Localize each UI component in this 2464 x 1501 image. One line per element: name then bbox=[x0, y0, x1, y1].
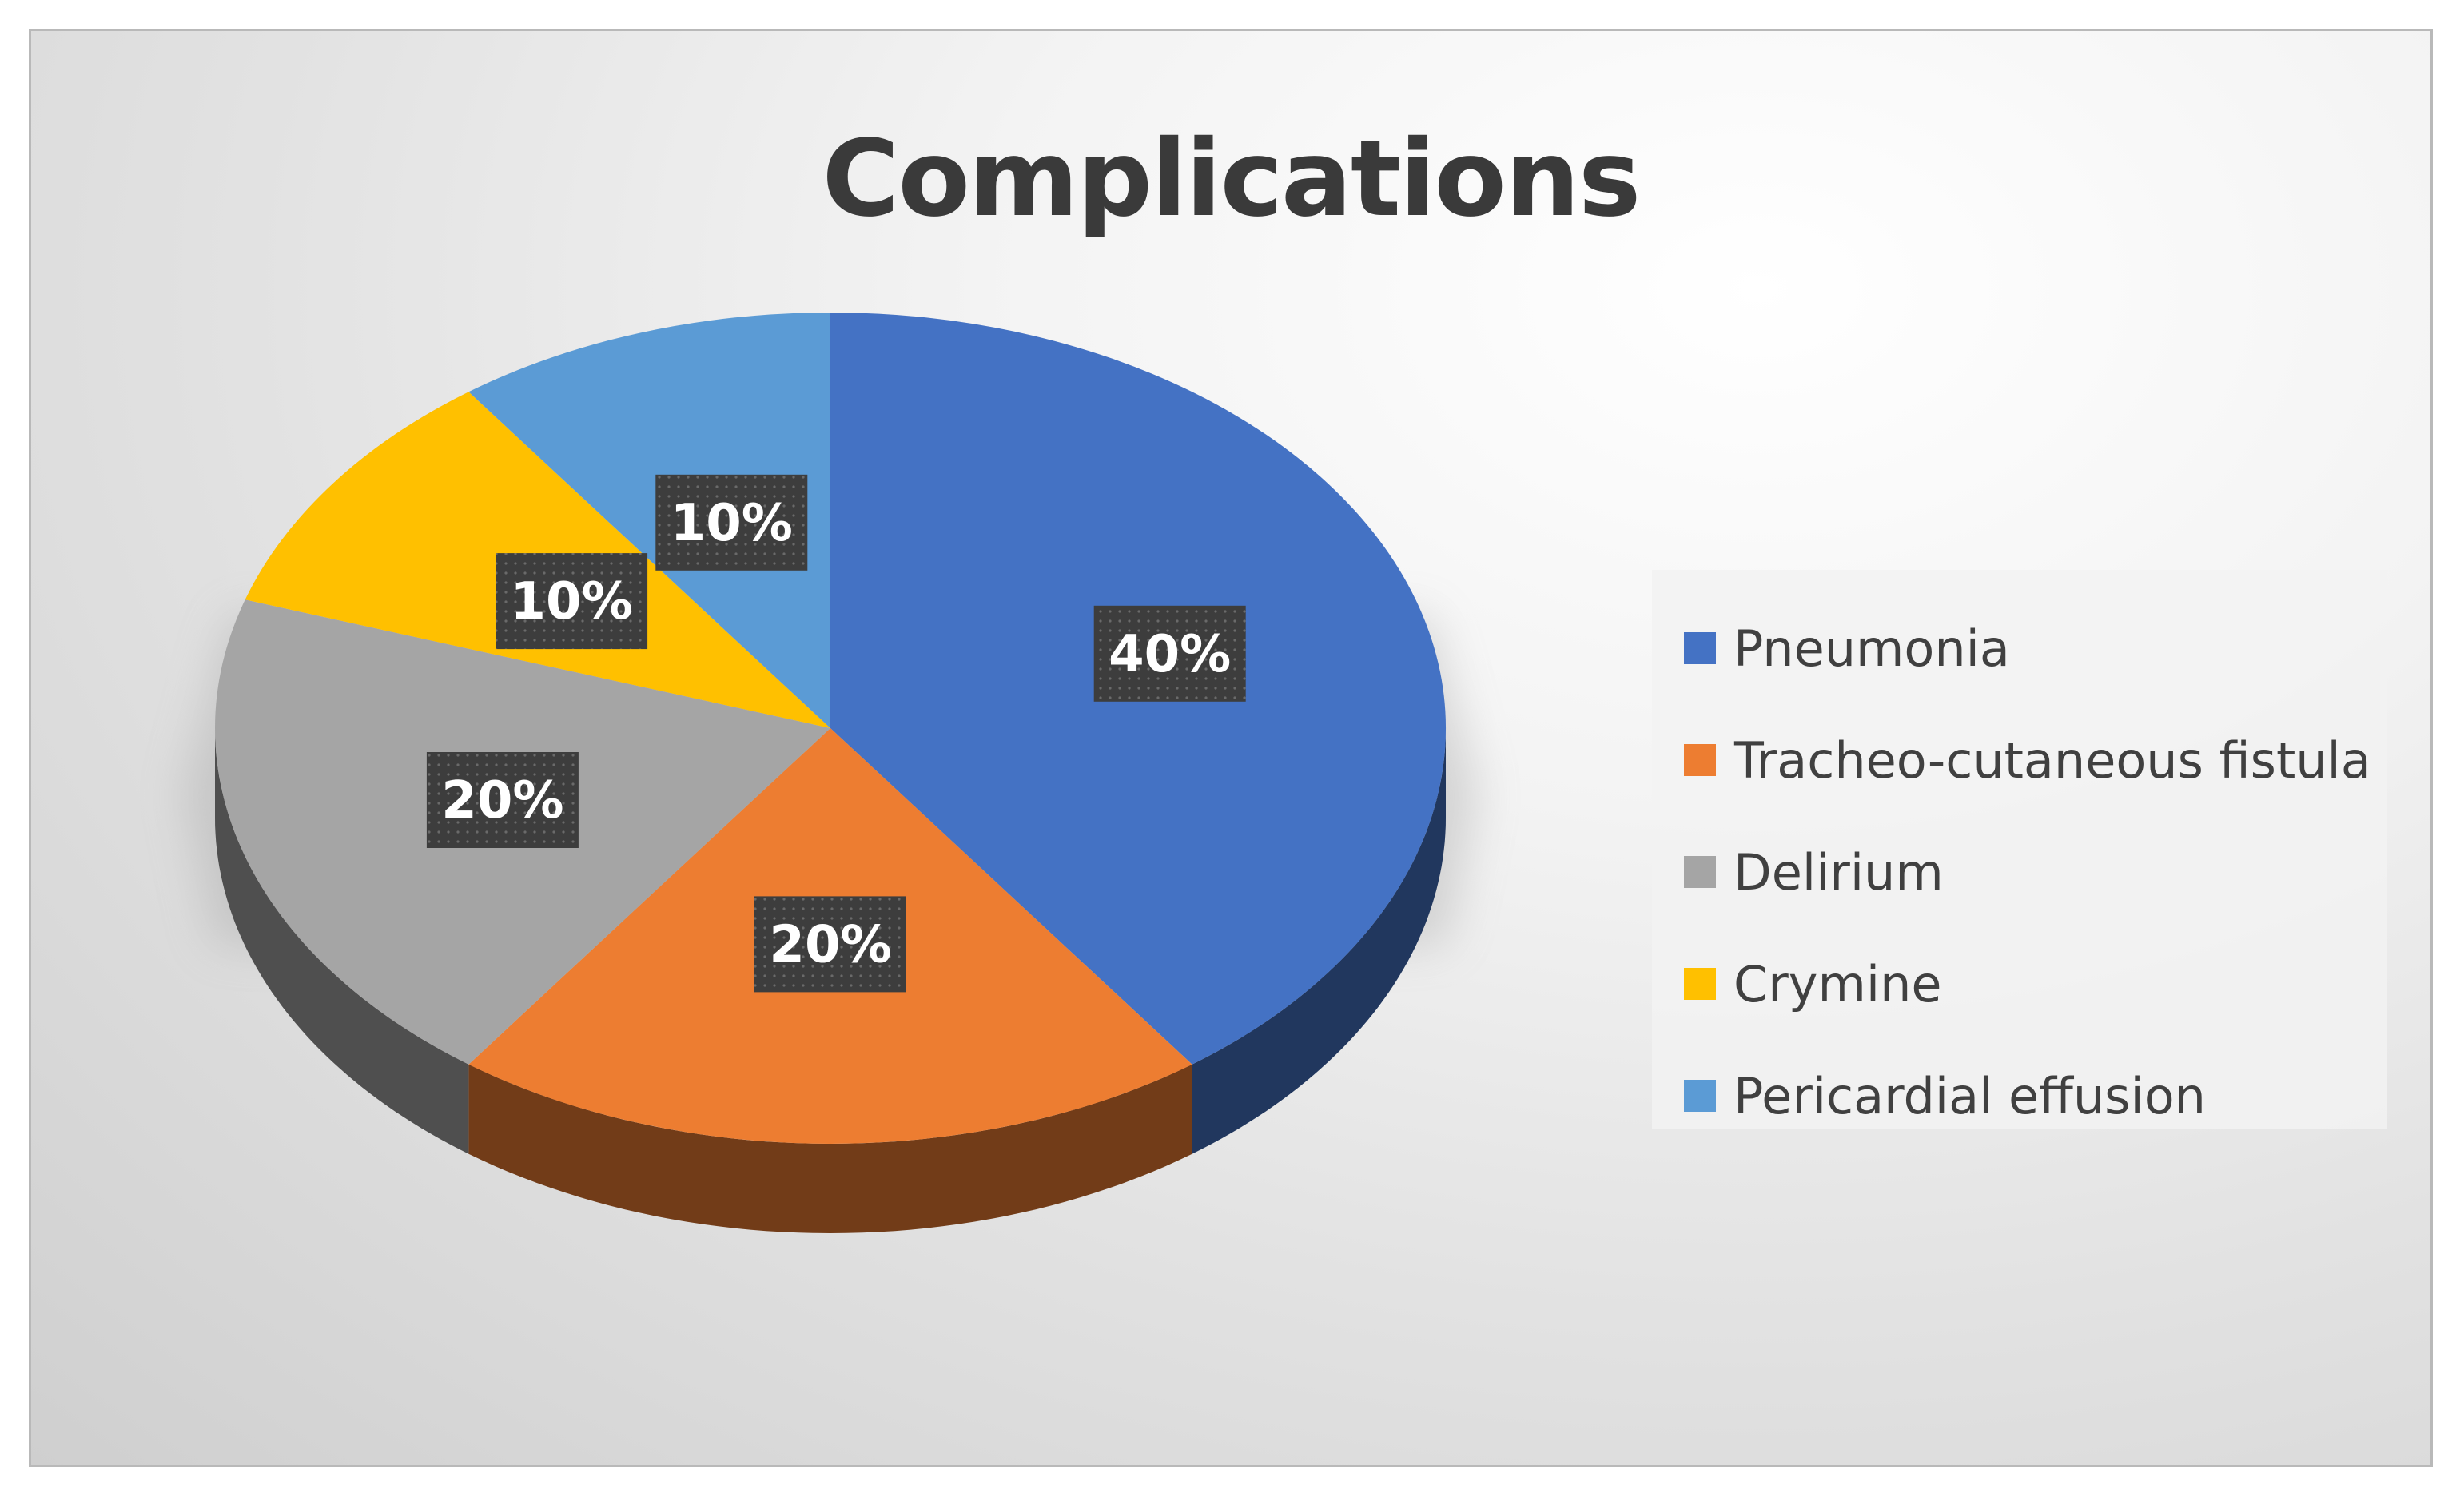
legend-label: Tracheo-cutaneous fistula bbox=[1734, 731, 2371, 790]
data-label-text: 20% bbox=[769, 915, 891, 974]
legend-label: Delirium bbox=[1734, 842, 1944, 902]
legend-item-pericardial-effusion: Pericardial effusion bbox=[1652, 1040, 2387, 1152]
data-label-text: 10% bbox=[511, 572, 633, 631]
slice-side-tracheo-cutaneous-fistula bbox=[468, 1064, 1192, 1233]
legend-item-crymine: Crymine bbox=[1652, 928, 2387, 1040]
data-label-text: 40% bbox=[1109, 625, 1231, 684]
legend-item-delirium: Delirium bbox=[1652, 816, 2387, 928]
legend-swatch bbox=[1684, 632, 1716, 664]
data-label-pneumonia: 40% bbox=[1093, 605, 1246, 702]
data-label-text: 10% bbox=[671, 494, 793, 553]
legend-swatch bbox=[1684, 744, 1716, 776]
slice-pericardial-effusion bbox=[468, 313, 830, 728]
legend-item-tracheo-cutaneous-fistula: Tracheo-cutaneous fistula bbox=[1652, 704, 2387, 816]
slice-side-pneumonia bbox=[1192, 728, 1446, 1154]
data-label-crymine: 10% bbox=[496, 553, 648, 650]
pie-chart: 40% 20% 20% 10% 10% bbox=[183, 313, 1478, 1233]
legend-swatch bbox=[1684, 856, 1716, 888]
data-label-delirium: 20% bbox=[426, 752, 579, 848]
chart-frame: Complications 40% 20% 20% 10% 10% Pneumonia T… bbox=[29, 29, 2433, 1467]
legend-label: Pericardial effusion bbox=[1734, 1066, 2206, 1125]
legend: Pneumonia Tracheo-cutaneous fistula Deliri… bbox=[1652, 570, 2387, 1129]
data-label-box bbox=[655, 474, 808, 571]
legend-label: Crymine bbox=[1734, 954, 1942, 1013]
chart-title: Complications bbox=[822, 117, 1642, 241]
slice-side-delirium bbox=[215, 728, 469, 1154]
data-label-tracheo-cutaneous-fistula: 20% bbox=[754, 896, 906, 993]
data-label-text: 20% bbox=[441, 771, 563, 830]
data-label-box bbox=[1093, 605, 1246, 702]
legend-label: Pneumonia bbox=[1734, 619, 2010, 678]
data-label-box bbox=[426, 752, 579, 848]
data-label-box bbox=[754, 896, 906, 993]
data-label-box bbox=[496, 553, 648, 650]
data-label-pericardial-effusion: 10% bbox=[655, 474, 808, 571]
legend-swatch bbox=[1684, 1080, 1716, 1112]
legend-item-pneumonia: Pneumonia bbox=[1652, 592, 2387, 704]
legend-swatch bbox=[1684, 968, 1716, 1000]
